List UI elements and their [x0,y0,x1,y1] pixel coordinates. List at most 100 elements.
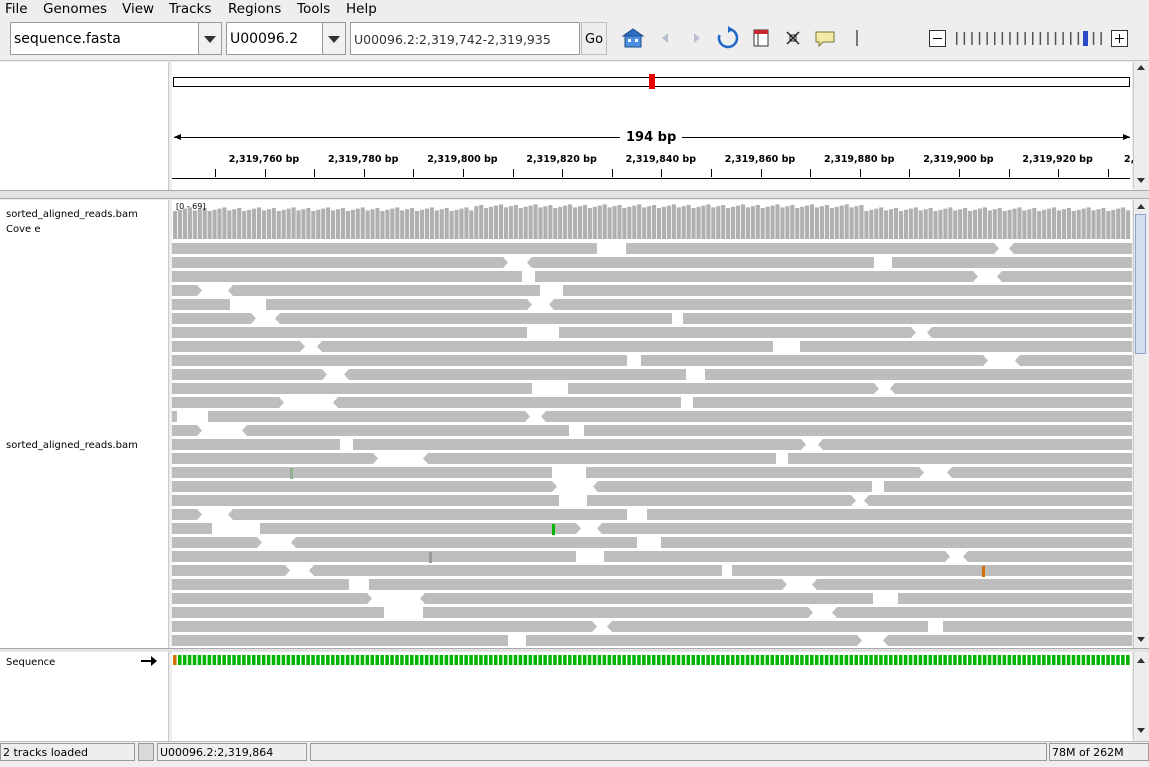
coverage-bar[interactable] [923,209,928,239]
read[interactable] [172,313,256,324]
coverage-bar[interactable] [350,209,355,239]
coverage-bar[interactable] [380,211,385,239]
read[interactable] [242,425,569,436]
sequence-base[interactable] [642,655,646,665]
coverage-bar[interactable] [706,204,711,239]
sequence-base[interactable] [637,655,641,665]
coverage-bar[interactable] [666,205,671,239]
sequence-base[interactable] [286,655,291,665]
read[interactable] [943,621,1132,632]
zoom-tick[interactable] [1016,32,1019,45]
coverage-bar[interactable] [1051,207,1057,239]
sequence-base[interactable] [489,655,493,665]
sequence-base[interactable] [928,655,933,665]
sequence-base[interactable] [370,655,375,665]
coverage-bar[interactable] [711,207,716,239]
coverage-bar[interactable] [247,209,252,239]
coverage-bar[interactable] [1066,208,1071,239]
coverage-bar[interactable] [429,207,434,239]
coverage-bar[interactable] [498,204,504,239]
read[interactable] [947,467,1132,478]
sequence-base[interactable] [207,655,212,665]
sequence-base[interactable] [1116,655,1120,665]
read[interactable] [172,257,508,268]
coverage-bar[interactable] [661,206,667,239]
scroll-down-icon[interactable] [1134,725,1148,737]
read[interactable] [526,635,862,646]
coverage-bar[interactable] [785,206,790,239]
zoom-tick[interactable] [1054,32,1057,45]
scroll-down-icon[interactable] [1134,634,1148,646]
sequence-base[interactable] [410,655,414,665]
sequence-base[interactable] [824,655,829,665]
coverage-bar[interactable] [943,208,948,239]
coverage-bar[interactable] [612,206,617,239]
read[interactable] [864,495,1132,506]
zoom-tick[interactable] [1092,32,1095,45]
mismatch-base[interactable] [429,552,432,563]
sequence-base[interactable] [375,655,379,665]
read[interactable] [208,411,530,422]
coverage-bar[interactable] [839,205,844,239]
read[interactable] [997,271,1132,282]
forward-arrow-icon[interactable] [690,28,704,48]
sequence-base[interactable] [948,655,952,665]
coverage-bar[interactable] [261,210,267,239]
sequence-base[interactable] [577,655,582,665]
zoom-tick[interactable] [956,32,958,45]
sequence-base[interactable] [572,655,577,665]
refresh-icon[interactable] [716,26,740,50]
coverage-bar[interactable] [864,211,869,239]
sequence-base[interactable] [335,655,340,665]
coverage-bar[interactable] [572,207,578,239]
go-button[interactable]: Go [581,22,607,55]
sequence-base[interactable] [232,655,236,665]
coverage-bar[interactable] [795,208,800,239]
strand-arrow-icon[interactable] [140,655,158,667]
coverage-bar[interactable] [533,204,538,239]
zoom-tick[interactable] [1062,32,1064,45]
sequence-base[interactable] [627,655,631,665]
sequence-base[interactable] [390,655,394,665]
sequence-base[interactable] [889,655,893,665]
coverage-bar[interactable] [627,206,632,239]
chevron-down-icon[interactable] [322,23,345,54]
read[interactable] [172,299,230,310]
sequence-base[interactable] [1056,655,1061,665]
read[interactable] [172,565,290,576]
sequence-base[interactable] [780,655,784,665]
coverage-bar[interactable] [197,209,202,239]
sequence-base[interactable] [814,655,819,665]
sequence-base[interactable] [429,655,434,665]
coverage-bar[interactable] [884,210,889,239]
sequence-base[interactable] [632,655,636,665]
sequence-track[interactable] [172,655,1132,667]
read[interactable] [683,313,1132,324]
back-arrow-icon[interactable] [658,28,672,48]
menu-tools[interactable]: Tools [297,1,331,17]
coverage-bar[interactable] [602,204,607,239]
sequence-base[interactable] [474,655,478,665]
coverage-bar[interactable] [933,211,938,239]
locus-input[interactable]: U00096.2:2,319,742-2,319,935 [350,22,580,55]
menu-genomes[interactable]: Genomes [43,1,108,17]
coverage-bar[interactable] [252,208,257,239]
sequence-base[interactable] [597,655,602,665]
sequence-base[interactable] [923,655,928,665]
sequence-base[interactable] [726,655,730,665]
sequence-base[interactable] [177,655,182,665]
sequence-base[interactable] [538,655,542,665]
coverage-bar[interactable] [276,211,281,239]
zoom-tick[interactable] [963,32,966,45]
sequence-base[interactable] [908,655,913,665]
zoom-tick[interactable] [1070,32,1072,45]
coverage-bar[interactable] [227,210,232,239]
sequence-base[interactable] [419,655,424,665]
sequence-base[interactable] [834,655,839,665]
sequence-base[interactable] [281,655,286,665]
sequence-base[interactable] [963,655,967,665]
sequence-base[interactable] [800,655,804,665]
zoom-in-button[interactable] [1111,30,1128,47]
read[interactable] [172,635,508,646]
coverage-bar[interactable] [928,208,933,239]
